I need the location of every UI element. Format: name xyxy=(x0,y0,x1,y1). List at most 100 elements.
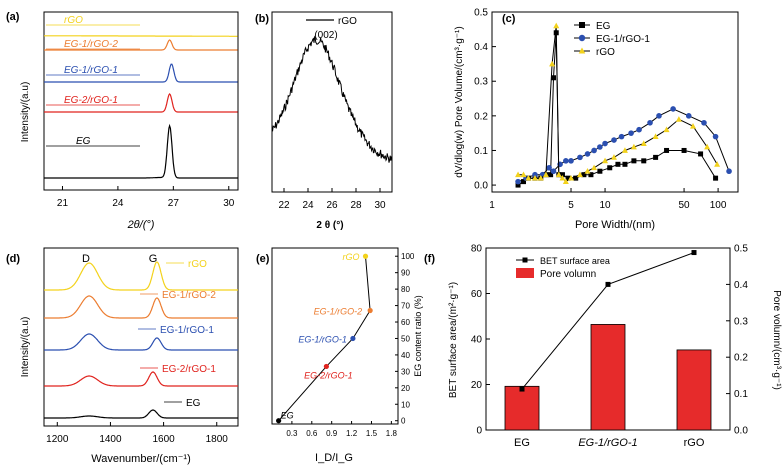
chart-a-label-eg-1-rgo-1: EG-1/rGO-1 xyxy=(64,65,118,76)
chart-c-xtick-label: 100 xyxy=(710,200,727,211)
chart-c-series-rgo xyxy=(518,25,718,183)
chart-e-point-rgo xyxy=(362,253,369,259)
chart-f-legend: BET surface area Pore volumn xyxy=(516,256,610,280)
chart-f-ytick-left-label: 0 xyxy=(476,426,482,437)
chart-b-xtick-label: 24 xyxy=(302,200,314,211)
chart-b-annotation: (002) xyxy=(314,30,337,41)
chart-b: rGO (002) 22 24 26 28 30 2 θ (°) xyxy=(271,11,393,231)
chart-f-ylabel-right: Pore volumn/(cm³·g⁻¹) xyxy=(771,290,782,390)
chart-f-ytick-left-label: 80 xyxy=(471,244,483,255)
chart-e-xlabel: I_D/I_G xyxy=(315,452,353,464)
chart-f-ytick-left-label: 20 xyxy=(471,380,483,391)
chart-d-frame xyxy=(43,247,239,427)
chart-c-point-rgo xyxy=(568,174,575,181)
chart-d-series-eg xyxy=(44,409,238,419)
chart-d-label-eg: EG xyxy=(186,398,201,409)
chart-c-point-rgo xyxy=(515,171,522,178)
chart-c-point-eg xyxy=(597,168,603,174)
chart-a-xtick-label: 27 xyxy=(168,198,180,209)
chart-c-point-eg xyxy=(588,172,594,178)
chart-c-point-eg-1-rgo-1 xyxy=(546,164,552,171)
chart-c-point-eg-1-rgo-1 xyxy=(584,151,591,157)
chart-c-point-rgo xyxy=(602,157,609,164)
chart-d-series-rgo xyxy=(44,261,238,291)
chart-c-point-eg-1-rgo-1 xyxy=(647,119,653,126)
chart-c-point-rgo xyxy=(537,174,544,181)
chart-c-ytick-label: 0.1 xyxy=(474,146,488,157)
chart-a-label-eg-1-rgo-2: EG-1/rGO-2 xyxy=(64,39,118,50)
chart-f-ytick-right-label: 0.4 xyxy=(734,280,748,291)
chart-e-point-eg-1-rgo-2 xyxy=(367,307,373,314)
chart-c: 1 5 10 50 100 0.0 0.1 0.2 0.3 0.4 0.5 EG EG-1/rGO-… xyxy=(454,8,739,231)
chart-c-xtick-label: 50 xyxy=(679,200,691,211)
chart-e-ytick-label: 80 xyxy=(401,285,410,294)
chart-a-xtick-label: 24 xyxy=(112,198,124,209)
chart-d-series-eg-1-rgo-1 xyxy=(44,333,238,351)
chart-c-point-eg xyxy=(631,158,637,164)
chart-f-ytick-right-label: 0.5 xyxy=(734,244,748,255)
chart-e-ytick-label: 90 xyxy=(401,269,410,278)
chart-f-ytick-right-label: 0.1 xyxy=(734,389,748,400)
chart-d-xtick-label: 1800 xyxy=(206,434,229,445)
chart-c-point-rgo xyxy=(555,171,562,178)
chart-c-point-eg xyxy=(521,179,527,185)
chart-c-legend-eg1rgo1: EG-1/rGO-1 xyxy=(596,34,650,45)
chart-e-ytick-label: 40 xyxy=(401,351,410,360)
chart-c-frame xyxy=(491,11,739,193)
chart-c-point-rgo xyxy=(531,174,538,181)
chart-c-point-eg-1-rgo-1 xyxy=(577,154,583,161)
chart-c-point-eg xyxy=(515,182,521,188)
chart-b-xtick-label: 22 xyxy=(278,200,290,211)
chart-f-bar-rgo xyxy=(676,349,712,431)
chart-d-xtick-label: 1600 xyxy=(152,434,175,445)
chart-e-point-label-eg-1-rgo-1: EG-1/rGO-1 xyxy=(298,334,347,344)
chart-e-point-eg xyxy=(276,418,282,424)
chart-d-xtick-label: 1200 xyxy=(46,434,69,445)
chart-e-ytick-label: 70 xyxy=(401,302,410,311)
chart-c-point-rgo xyxy=(549,60,556,67)
chart-e-point-label-eg-1-rgo-2: EG-1/rGO-2 xyxy=(314,307,363,317)
chart-c-point-eg xyxy=(664,147,670,153)
chart-c-point-eg xyxy=(681,147,687,153)
chart-d-xtick-label: 1400 xyxy=(99,434,122,445)
chart-f-bet-point-rgo xyxy=(691,250,697,256)
chart-e-point-label-eg-2-rgo-1: EG-2/rGO-1 xyxy=(304,370,353,380)
chart-e-ytick-label: 50 xyxy=(401,334,410,343)
chart-f-legend-bet: BET surface area xyxy=(540,256,610,266)
chart-c-point-rgo xyxy=(584,168,591,174)
chart-c-ytick-label: 0.3 xyxy=(474,77,488,88)
panel-label-e: (e) xyxy=(256,253,270,265)
chart-d-label-eg-2-rgo-1: EG-2/rGO-1 xyxy=(162,364,216,375)
chart-f-bet-point-eg xyxy=(519,386,525,392)
chart-d-label-rgo: rGO xyxy=(188,259,207,270)
chart-c-point-rgo xyxy=(652,133,659,140)
chart-c-xtick-label: 1 xyxy=(489,200,495,211)
chart-e-frame xyxy=(271,247,399,425)
chart-c-point-rgo xyxy=(714,161,721,167)
chart-c-point-eg-1-rgo-1 xyxy=(550,168,557,175)
chart-d-annotation-g: G xyxy=(149,253,158,265)
chart-c-legend-rgo: rGO xyxy=(596,47,615,58)
chart-c-point-rgo xyxy=(525,174,532,181)
chart-b-xtick-label: 28 xyxy=(350,200,362,211)
chart-e-ytick-label: 100 xyxy=(401,252,415,261)
chart-c-point-rgo xyxy=(621,147,628,153)
chart-f-category-eg: EG xyxy=(514,437,530,449)
chart-c-point-eg xyxy=(615,161,621,167)
chart-a-series-eg-2-rgo-1 xyxy=(44,93,238,113)
chart-c-point-rgo xyxy=(542,171,549,178)
chart-c-point-eg-1-rgo-1 xyxy=(602,140,608,147)
chart-c-point-eg xyxy=(698,151,704,157)
chart-c-point-eg xyxy=(573,175,579,181)
chart-c-point-eg-1-rgo-1 xyxy=(685,113,692,119)
chart-f-legend-pore: Pore volumn xyxy=(540,269,596,280)
chart-e-xtick-label: 0.3 xyxy=(286,429,298,438)
chart-c-point-eg-1-rgo-1 xyxy=(597,144,603,150)
chart-e-xtick-label: 1.2 xyxy=(346,429,358,438)
chart-e-point-label-eg: EG xyxy=(281,411,294,421)
chart-a-frame xyxy=(43,11,239,191)
chart-c-point-eg-1-rgo-1 xyxy=(563,158,569,164)
chart-c-point-eg-1-rgo-1 xyxy=(628,130,634,136)
chart-a-xtick-label: 30 xyxy=(223,198,235,209)
chart-c-legend-eg: EG xyxy=(596,21,611,32)
